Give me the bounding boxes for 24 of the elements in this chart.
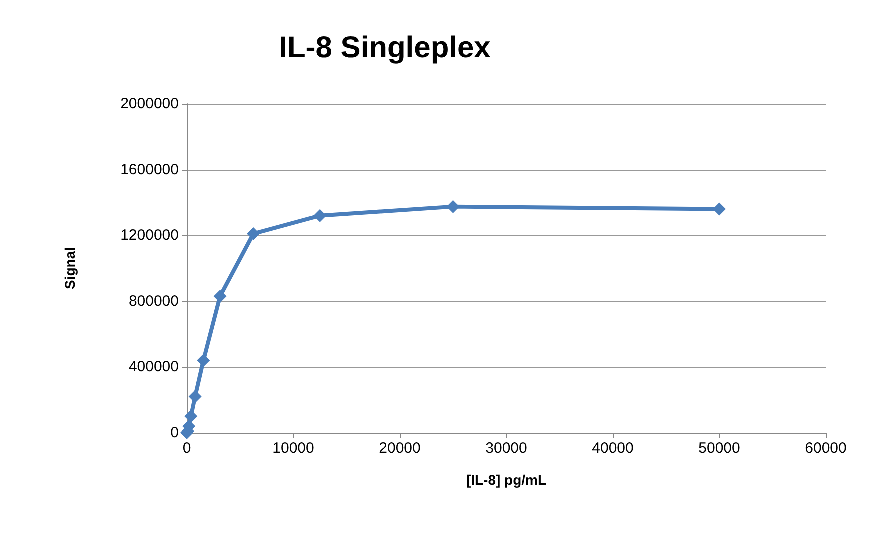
point (314, 209, 327, 222)
x-axis-title: [IL-8] pg/mL (466, 472, 547, 488)
point (188, 390, 202, 404)
x-tick-label: 40000 (592, 440, 634, 457)
y-tick-label: 1200000 (120, 227, 179, 244)
chart-title: IL-8 Singleplex (279, 32, 492, 64)
y-axis-title: Signal (62, 247, 78, 290)
y-tick-label: 400000 (128, 358, 179, 376)
y-tick-label: 0 (170, 424, 179, 442)
x-tick-label: 60000 (805, 440, 847, 457)
point (713, 202, 726, 216)
x-tick-label: 10000 (272, 440, 314, 457)
point (197, 354, 210, 368)
x-tick-label: 20000 (379, 440, 421, 457)
y-tick-label: 1600000 (120, 161, 179, 178)
point (446, 200, 460, 214)
point (214, 290, 227, 303)
x-tick-label: 0 (182, 440, 192, 457)
point (247, 227, 260, 240)
y-tick-label: 2000000 (120, 96, 179, 112)
y-tick-label: 800000 (128, 292, 179, 310)
x-tick-label: 50000 (698, 440, 740, 457)
x-tick-label: 30000 (486, 440, 528, 457)
point (184, 410, 198, 424)
